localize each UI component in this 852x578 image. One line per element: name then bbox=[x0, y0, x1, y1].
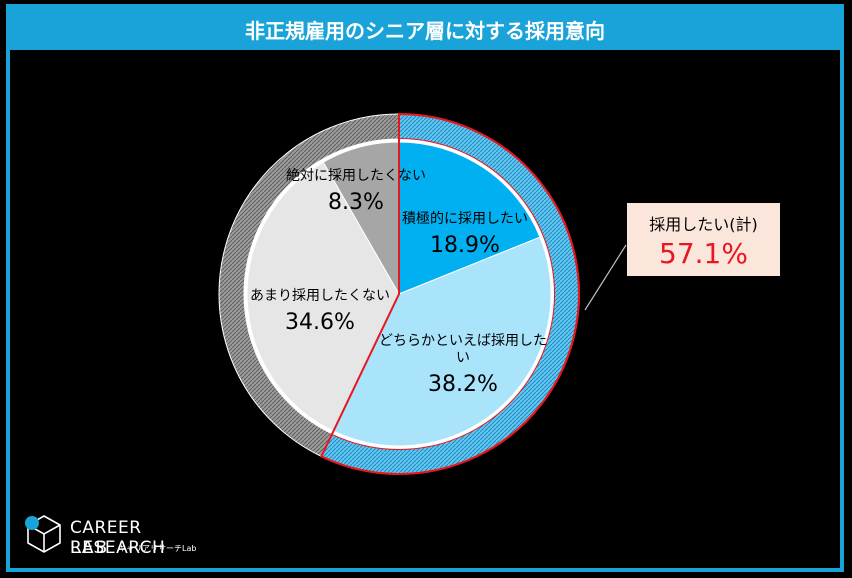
logo-text-japanese: キャリアリサーチLab bbox=[118, 544, 197, 553]
slice-label-3: 絶対に採用したくない bbox=[286, 168, 426, 184]
callout-label: 採用したい(計) bbox=[649, 215, 758, 234]
chart-title: 非正規雇用のシニア層に対する採用意向 bbox=[10, 8, 840, 50]
slice-value-1: 38.2% bbox=[428, 372, 498, 397]
slice-label-1-line-0: どちらかといえば採用した bbox=[379, 333, 547, 349]
inner-pie bbox=[246, 112, 580, 475]
callout-value: 57.1% bbox=[659, 237, 748, 270]
pie-slice-0 bbox=[398, 141, 541, 295]
logo-text-lab: LAB bbox=[70, 538, 110, 558]
highlight-outline bbox=[320, 112, 580, 475]
pie-slice-1 bbox=[332, 236, 552, 447]
pie-slice-2 bbox=[246, 161, 400, 432]
slice-value-0: 18.9% bbox=[430, 233, 500, 258]
slice-label-1-line-1: い bbox=[456, 350, 470, 366]
logo-text-career-research: CAREER RESEARCH bbox=[70, 518, 166, 558]
slice-value-2: 34.6% bbox=[285, 310, 355, 335]
career-research-lab-logo: CAREER RESEARCH LAB キャリアリサーチLab bbox=[22, 512, 222, 562]
logo-cube-icon bbox=[25, 515, 61, 553]
total-callout: 採用したい(計) 57.1% bbox=[627, 203, 780, 276]
chart-frame: 非正規雇用のシニア層に対する採用意向 bbox=[6, 4, 844, 572]
slice-value-3: 8.3% bbox=[328, 190, 384, 215]
callout-leader-line bbox=[584, 244, 627, 311]
slice-label-0: 積極的に採用したい bbox=[402, 211, 528, 227]
slice-label-2: あまり採用したくない bbox=[250, 288, 390, 304]
